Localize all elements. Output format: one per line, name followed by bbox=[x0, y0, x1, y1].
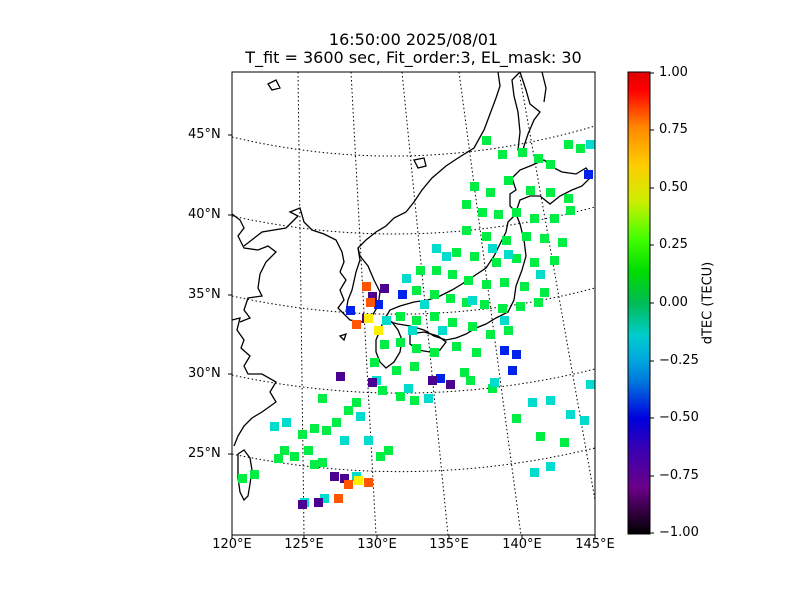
colorbar bbox=[627, 71, 651, 535]
lon-label-120: 120°E bbox=[212, 537, 252, 552]
lon-label-140: 140°E bbox=[502, 537, 542, 552]
meridian-130 bbox=[350, 72, 377, 535]
observations-blue bbox=[346, 170, 593, 383]
parallel-40 bbox=[232, 206, 595, 235]
kyushu bbox=[375, 319, 403, 369]
colorbar-tick-label: 0.75 bbox=[659, 122, 688, 137]
parallel-35 bbox=[232, 287, 595, 315]
colorbar-label: dTEC (TECU) bbox=[700, 261, 716, 345]
lat-label-45: 45°N bbox=[188, 127, 221, 142]
meridian-140 bbox=[458, 72, 522, 535]
observations-green bbox=[238, 136, 585, 483]
lon-label-130: 130°E bbox=[357, 537, 397, 552]
map-title-parameters: T_fit = 3600 sec, Fit_order:3, EL_mask: … bbox=[245, 48, 582, 67]
colorbar-tick-label: −0.25 bbox=[659, 353, 699, 368]
lon-label-145: 145°E bbox=[575, 537, 615, 552]
lat-label-30: 30°N bbox=[188, 366, 221, 381]
colorbar-tick-label: −0.50 bbox=[659, 410, 699, 425]
meridian-125 bbox=[297, 72, 305, 535]
colorbar-tick-label: 0.50 bbox=[659, 180, 688, 195]
lat-ticks bbox=[228, 134, 232, 455]
lat-label-40: 40°N bbox=[188, 207, 221, 222]
sakhalin bbox=[511, 72, 547, 158]
asia-coast bbox=[232, 72, 501, 447]
taiwan bbox=[237, 449, 253, 502]
colorbar-tick-label: −0.75 bbox=[659, 468, 699, 483]
dtec-observations bbox=[238, 136, 595, 509]
observations-yellow bbox=[354, 314, 383, 485]
meridian-145 bbox=[518, 72, 595, 501]
colorbar-tick-label: 0.00 bbox=[659, 295, 688, 310]
colorbar-tick-label: 1.00 bbox=[659, 65, 688, 80]
colorbar-tick-label: −1.00 bbox=[659, 525, 699, 540]
colorbar-ticks bbox=[650, 72, 654, 534]
parallel-30 bbox=[232, 368, 595, 394]
parallel-45 bbox=[232, 125, 595, 157]
lon-label-135: 135°E bbox=[429, 537, 469, 552]
map-frame bbox=[231, 71, 596, 536]
lon-label-125: 125°E bbox=[284, 537, 324, 552]
map-title-time: 16:50:00 2025/08/01 bbox=[328, 30, 499, 49]
honshu bbox=[383, 212, 527, 341]
small-islands bbox=[338, 157, 427, 342]
lat-label-35: 35°N bbox=[188, 287, 221, 302]
observations-red-orange bbox=[334, 282, 375, 503]
lon-ticks bbox=[231, 535, 596, 539]
korea-peninsula bbox=[337, 247, 381, 323]
lat-label-25: 25°N bbox=[188, 446, 221, 461]
colorbar-tick-label: 0.25 bbox=[659, 237, 688, 252]
